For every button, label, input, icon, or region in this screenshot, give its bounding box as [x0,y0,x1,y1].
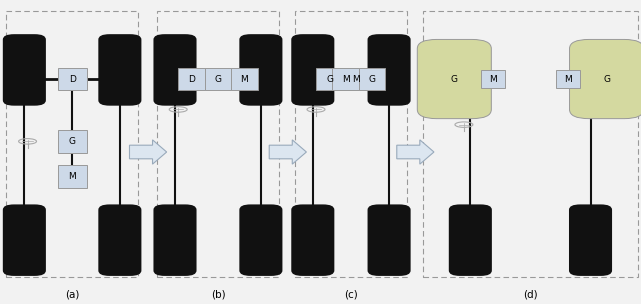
Text: G: G [451,74,458,84]
Polygon shape [397,140,434,164]
Text: (d): (d) [523,289,538,299]
FancyBboxPatch shape [204,68,231,91]
Text: (c): (c) [344,289,358,299]
Text: M: M [564,74,572,84]
FancyBboxPatch shape [367,204,411,276]
Text: G: G [326,74,333,84]
FancyBboxPatch shape [481,70,505,88]
FancyBboxPatch shape [58,130,87,153]
FancyBboxPatch shape [449,204,492,276]
FancyBboxPatch shape [3,204,46,276]
FancyBboxPatch shape [58,68,87,91]
FancyBboxPatch shape [569,204,612,276]
FancyBboxPatch shape [153,34,197,106]
FancyBboxPatch shape [317,68,343,91]
Text: G: G [215,74,221,84]
FancyBboxPatch shape [359,68,385,91]
FancyBboxPatch shape [291,34,335,106]
Text: M: M [342,74,349,84]
FancyBboxPatch shape [98,34,142,106]
Text: M: M [489,74,497,84]
FancyBboxPatch shape [178,68,204,91]
FancyBboxPatch shape [367,34,411,106]
FancyBboxPatch shape [570,40,641,119]
FancyBboxPatch shape [556,70,580,88]
Text: D: D [69,74,76,84]
Polygon shape [129,140,167,164]
FancyBboxPatch shape [3,34,46,106]
FancyBboxPatch shape [343,68,369,91]
FancyBboxPatch shape [153,204,197,276]
FancyBboxPatch shape [239,204,283,276]
Text: M: M [68,172,76,181]
Text: (a): (a) [65,289,79,299]
FancyBboxPatch shape [291,204,335,276]
FancyBboxPatch shape [333,68,359,91]
Text: D: D [188,74,195,84]
FancyBboxPatch shape [58,165,87,188]
Text: (b): (b) [211,289,225,299]
Text: G: G [369,74,376,84]
Text: G: G [603,74,610,84]
FancyBboxPatch shape [231,68,258,91]
FancyBboxPatch shape [98,204,142,276]
Text: M: M [240,74,248,84]
FancyBboxPatch shape [417,40,492,119]
Polygon shape [269,140,306,164]
FancyBboxPatch shape [239,34,283,106]
Text: M: M [353,74,360,84]
Text: G: G [69,137,76,146]
